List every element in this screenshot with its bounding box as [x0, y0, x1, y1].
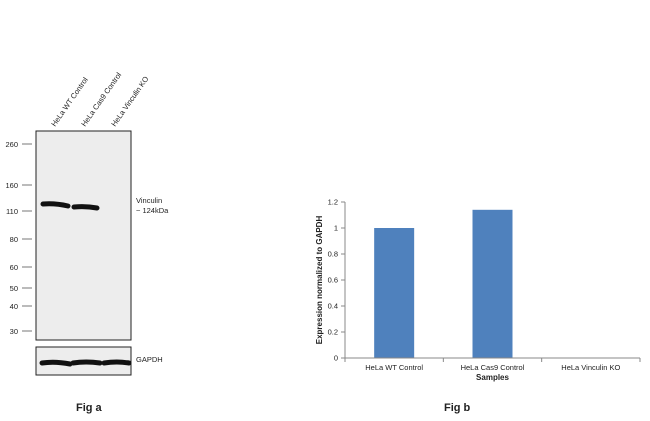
bar [374, 228, 415, 358]
x-tick-label: HeLa Cas9 Control [461, 363, 525, 372]
molecular-weight-ladder: 260 160 110 80 60 50 40 30 [5, 140, 32, 336]
vinculin-band-wt [40, 201, 71, 209]
target-label-mw: ~ 124kDa [136, 206, 169, 215]
y-tick-label: 1 [334, 224, 338, 233]
blot-membrane [35, 130, 132, 341]
gapdh-band-wt [39, 359, 73, 367]
mw-marker-label: 60 [10, 263, 18, 272]
bars [374, 209, 513, 358]
mw-marker-label: 80 [10, 235, 18, 244]
y-axis-title: Expression normalized to GAPDH [315, 216, 324, 345]
mw-marker-label: 30 [10, 327, 18, 336]
x-tick-label: HeLa WT Control [365, 363, 423, 372]
x-axis-title: Samples [476, 373, 509, 382]
y-tick-label: 0.8 [328, 250, 338, 259]
mw-marker-label: 110 [6, 207, 18, 216]
mw-marker-label: 50 [10, 284, 18, 293]
target-label-name: Vinculin [136, 196, 162, 205]
fig-b-caption: Fig b [444, 402, 471, 414]
fig-a-caption: Fig a [76, 402, 102, 414]
y-tick-label: 0.4 [328, 302, 338, 311]
y-tick-label: 0.2 [328, 328, 338, 337]
y-tick-label: 0.6 [328, 276, 338, 285]
x-tick-label: HeLa Vinculin KO [561, 363, 620, 372]
y-tick-label: 0 [334, 354, 338, 363]
y-axis: 0 0.2 0.4 0.6 0.8 1 1.2 [328, 198, 346, 363]
bar [472, 209, 513, 358]
vinculin-band-cas9 [71, 204, 100, 211]
loading-control-label: GAPDH [136, 355, 163, 364]
gapdh-band-ko [101, 359, 132, 366]
mw-marker-label: 40 [10, 302, 18, 311]
mw-marker-label: 260 [5, 140, 18, 149]
gapdh-band-cas9 [70, 359, 103, 366]
x-axis: HeLa WT Control HeLa Cas9 Control HeLa Vin… [344, 357, 641, 372]
mw-marker-label: 160 [5, 181, 18, 190]
y-tick-label: 1.2 [328, 198, 338, 207]
